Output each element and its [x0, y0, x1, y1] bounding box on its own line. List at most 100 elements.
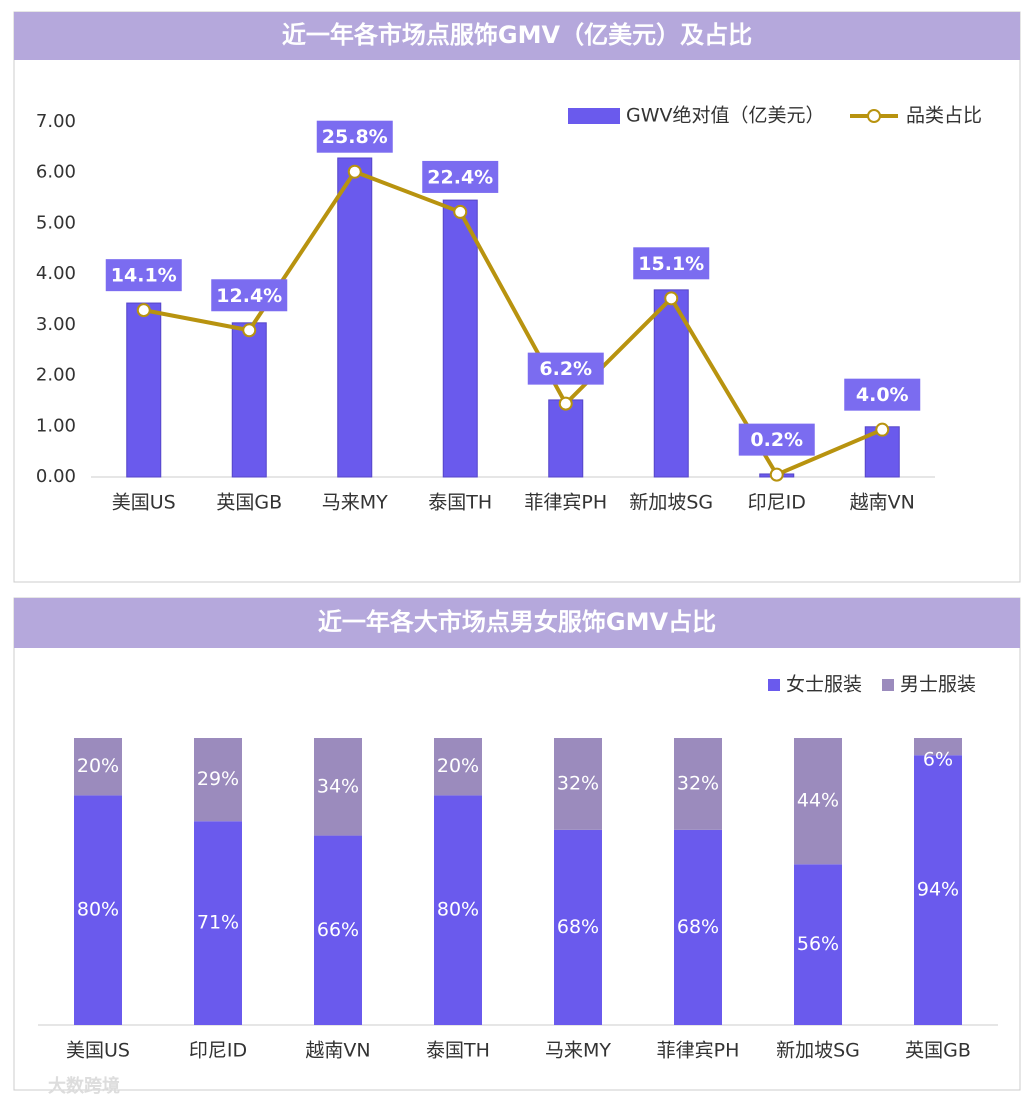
y-tick-label: 5.00	[36, 212, 76, 233]
line-point	[136, 303, 151, 318]
bar-segment	[554, 738, 602, 830]
x-tick-label: 越南VN	[850, 492, 915, 514]
y-tick-label: 0.00	[36, 466, 76, 487]
x-tick-label: 印尼ID	[189, 1040, 247, 1062]
data-label-box	[633, 247, 710, 280]
data-label: 0.2%	[750, 429, 803, 451]
x-tick-label: 新加坡SG	[776, 1040, 860, 1062]
x-tick-label: 越南VN	[305, 1040, 370, 1062]
x-tick-label: 泰国TH	[428, 492, 492, 514]
x-tick-label: 马来MY	[322, 492, 388, 514]
data-label-box	[527, 352, 604, 385]
data-label: 94%	[917, 879, 959, 901]
panel-header	[14, 598, 1020, 648]
data-label: 6.2%	[539, 358, 592, 380]
bar-segment	[434, 738, 482, 796]
panel-header	[14, 12, 1020, 60]
bar-segment	[314, 738, 362, 836]
bar-segment	[194, 738, 242, 822]
data-label: 4.0%	[856, 384, 909, 406]
y-tick-label: 6.00	[36, 162, 76, 183]
bar	[548, 399, 584, 478]
bar-segment	[74, 795, 122, 1025]
data-label: 14.1%	[111, 265, 177, 287]
data-label-box	[105, 259, 182, 292]
legend-label: GWV绝对值（亿美元）	[626, 105, 825, 127]
bar-segment	[794, 738, 842, 865]
y-tick-label: 3.00	[36, 314, 76, 335]
line-point	[558, 396, 573, 411]
x-tick-label: 英国GB	[216, 492, 282, 514]
y-tick-label: 2.00	[36, 365, 76, 386]
bar	[126, 302, 162, 478]
x-tick-label: 美国US	[66, 1040, 130, 1062]
chart-title: 近一年各市场点服饰GMV（亿美元）及占比	[282, 21, 752, 49]
data-label: 29%	[197, 768, 239, 790]
line-point	[347, 164, 362, 179]
bar-segment	[914, 755, 962, 1025]
panel	[13, 11, 1021, 583]
y-tick-label: 1.00	[36, 415, 76, 436]
bar-segment	[314, 835, 362, 1025]
legend-label: 品类占比	[906, 105, 982, 127]
line-point	[769, 467, 784, 482]
data-label: 80%	[437, 899, 479, 921]
legend-label: 女士服装	[786, 674, 862, 696]
bar-segment	[554, 829, 602, 1025]
data-label-box	[316, 120, 393, 153]
data-label: 68%	[557, 916, 599, 938]
y-tick-label: 4.00	[36, 263, 76, 284]
bar-segment	[674, 738, 722, 830]
legend-swatch	[568, 108, 620, 124]
x-tick-label: 菲律宾PH	[657, 1040, 740, 1062]
bar	[442, 199, 478, 478]
x-tick-label: 菲律宾PH	[524, 492, 607, 514]
data-label: 22.4%	[427, 166, 493, 188]
x-tick-label: 泰国TH	[426, 1040, 490, 1062]
data-label: 20%	[437, 755, 479, 777]
data-label: 44%	[797, 790, 839, 812]
x-tick-label: 印尼ID	[748, 492, 806, 514]
bar	[231, 322, 267, 478]
panel	[13, 597, 1021, 1091]
line-point	[242, 323, 257, 338]
data-label: 34%	[317, 775, 359, 797]
chart-title: 近一年各大市场点男女服饰GMV占比	[318, 608, 716, 636]
bar-segment	[674, 829, 722, 1025]
data-label: 71%	[197, 912, 239, 934]
data-label-box	[422, 160, 499, 193]
line-point	[875, 422, 890, 437]
data-label: 68%	[677, 916, 719, 938]
legend-swatch	[882, 679, 894, 691]
bar	[337, 157, 373, 478]
x-tick-label: 马来MY	[545, 1040, 611, 1062]
data-label: 12.4%	[216, 285, 282, 307]
watermark: 大数跨境	[48, 1075, 120, 1097]
line-point	[664, 291, 679, 306]
bar-segment	[74, 738, 122, 796]
legend-swatch	[867, 109, 881, 123]
line-point	[453, 204, 468, 219]
x-tick-label: 英国GB	[905, 1040, 971, 1062]
y-tick-label: 7.00	[36, 111, 76, 132]
data-label: 56%	[797, 933, 839, 955]
bar-segment	[794, 864, 842, 1025]
bar-segment	[914, 738, 962, 756]
data-label: 6%	[923, 749, 953, 771]
data-label-box	[211, 279, 288, 312]
data-label: 66%	[317, 919, 359, 941]
data-label: 25.8%	[322, 126, 388, 148]
data-label-box	[738, 423, 815, 456]
legend-swatch	[768, 679, 780, 691]
data-label: 15.1%	[638, 253, 704, 275]
data-label: 32%	[557, 772, 599, 794]
data-label: 32%	[677, 772, 719, 794]
data-label: 80%	[77, 899, 119, 921]
bar-segment	[194, 821, 242, 1025]
data-label: 20%	[77, 755, 119, 777]
data-label-box	[844, 378, 921, 411]
legend-label: 男士服装	[900, 674, 976, 696]
x-tick-label: 美国US	[112, 492, 176, 514]
bar-segment	[434, 795, 482, 1025]
